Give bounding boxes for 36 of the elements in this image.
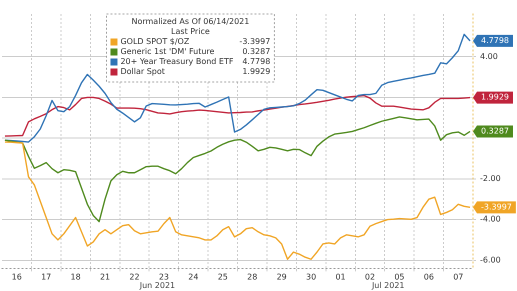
y-tick-label: 4.00 xyxy=(480,52,498,61)
x-tick-label: 07 xyxy=(453,272,464,282)
text: Jul 2021 xyxy=(370,281,404,290)
x-tick-label: 18 xyxy=(70,272,81,282)
text: -3.3997 xyxy=(239,37,270,46)
text: 4.7798 xyxy=(242,57,270,66)
x-tick-label: 06 xyxy=(424,272,434,282)
x-tick-label: 23 xyxy=(158,272,169,282)
x-tick-label: 28 xyxy=(247,272,258,282)
legend-label: GOLD SPOT $/OZ xyxy=(120,37,190,46)
y-tick-label: -4.00 xyxy=(480,214,501,224)
y-tick-label: -6.00 xyxy=(480,255,501,264)
text: Last Price xyxy=(171,27,210,36)
text: 1.9929 xyxy=(242,67,270,76)
data-label: 0.3287 xyxy=(481,126,509,136)
legend-label: Dollar Spot xyxy=(120,67,165,76)
x-tick-label: 21 xyxy=(100,272,110,282)
legend-label: Generic 1st 'DM' Future xyxy=(120,47,215,56)
x-tick-label: 30 xyxy=(306,272,316,282)
x-tick-label: 05 xyxy=(394,272,404,282)
data-label: -3.3997 xyxy=(481,202,512,212)
x-tick-label: 29 xyxy=(276,272,287,282)
x-tick-label: 01 xyxy=(335,272,346,282)
x-tick-label: 16 xyxy=(12,272,22,282)
text: 0.3287 xyxy=(242,47,270,56)
x-tick-label: 25 xyxy=(218,272,228,282)
data-label: 1.9929 xyxy=(481,92,509,102)
y-tick-label: -2.00 xyxy=(480,174,501,183)
legend-title: Normalized As Of 06/14/2021 xyxy=(131,17,250,26)
x-tick-label: 24 xyxy=(188,272,198,282)
x-tick-label: 17 xyxy=(41,272,52,282)
data-label: 4.7798 xyxy=(481,36,509,45)
x-tick-label: 22 xyxy=(129,272,140,282)
legend-label: 20+ Year Treasury Bond ETF xyxy=(120,57,234,66)
text: Jun 2021 xyxy=(138,281,176,290)
x-tick-label: 02 xyxy=(364,272,376,282)
